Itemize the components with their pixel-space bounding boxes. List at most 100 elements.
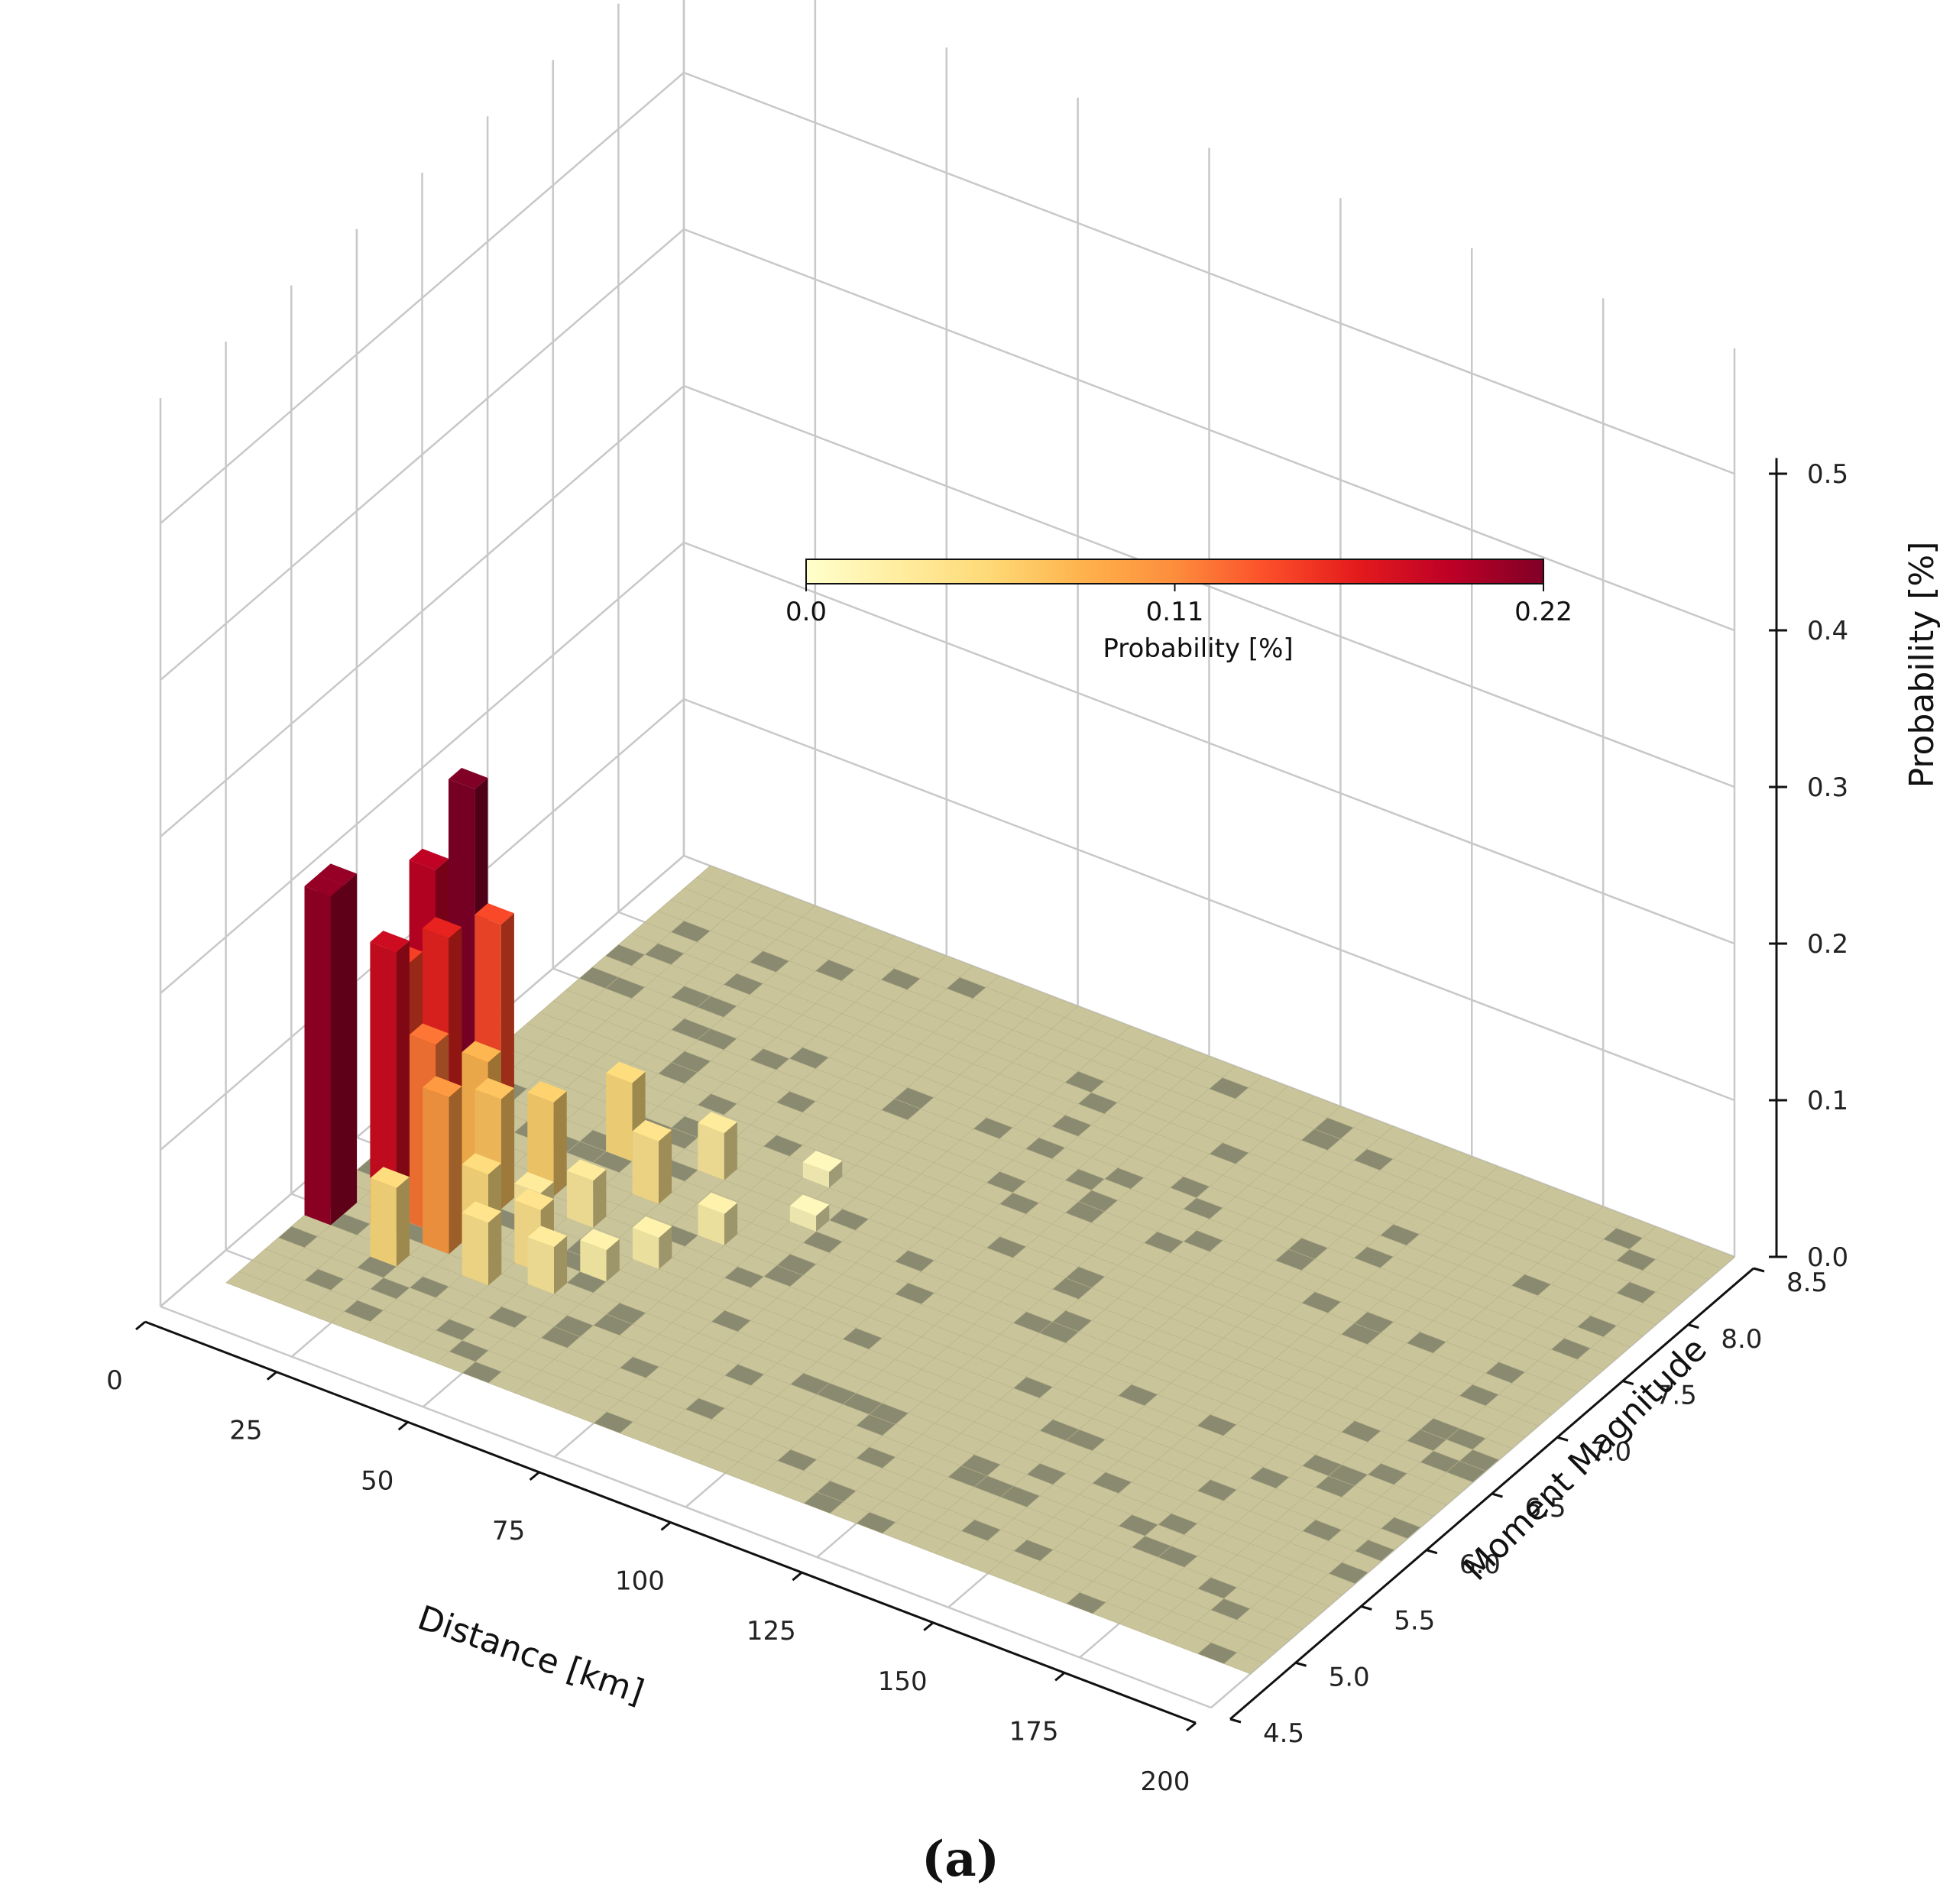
bar-side-face — [553, 1091, 567, 1196]
bar-front-face — [527, 1237, 554, 1294]
bar — [462, 1201, 502, 1286]
bar — [566, 1159, 607, 1228]
y-tick-mark — [1426, 1549, 1438, 1555]
bar-side-face — [488, 1211, 502, 1286]
z-tick-label: 0.5 — [1807, 459, 1848, 490]
bar-front-face — [370, 1178, 397, 1267]
figure-caption: (a) — [921, 1831, 999, 1888]
bar-top-face — [422, 917, 462, 938]
bar-side-face — [396, 941, 410, 1234]
grid-line — [160, 542, 685, 994]
colorbar-tick-label: 0.22 — [1514, 597, 1572, 627]
y-tick-mark — [1229, 1718, 1242, 1724]
x-tick-mark — [529, 1471, 540, 1481]
bar-top-face — [632, 1119, 672, 1141]
y-tick-mark — [1360, 1605, 1372, 1611]
bar-top-face — [514, 1171, 554, 1193]
bar-front-face — [698, 1123, 724, 1180]
z-axis-label: Probability [%] — [1903, 542, 1942, 788]
bar-top-face — [527, 1081, 567, 1103]
bar-top-face — [462, 1041, 501, 1063]
x-tick-mark — [266, 1371, 277, 1381]
bar-top-face — [789, 1194, 830, 1216]
bar-side-face — [724, 1122, 737, 1180]
bar-front-face — [527, 1092, 554, 1196]
grid-line — [683, 541, 1735, 945]
grid-line — [683, 71, 1735, 475]
grid-line — [683, 698, 1735, 1102]
bar — [698, 1193, 738, 1245]
colorbar-ticks: 0.0 0.11 0.22 — [785, 584, 1572, 627]
y-tick-mark — [1556, 1436, 1569, 1442]
bar — [632, 1216, 672, 1269]
bar — [527, 1226, 568, 1294]
y-tick-label: 8.0 — [1721, 1324, 1762, 1355]
bar-top-face — [606, 1061, 646, 1083]
bar-side-face — [593, 1169, 607, 1228]
z-tick-label: 0.3 — [1807, 772, 1848, 803]
z-tick-label: 0.1 — [1807, 1086, 1848, 1116]
x-tick-label: 75 — [492, 1516, 525, 1546]
x-tick-mark — [923, 1621, 934, 1631]
bar-top-face — [304, 875, 344, 896]
y-tick-label: 8.5 — [1786, 1268, 1828, 1298]
z-tick-label: 0.4 — [1807, 616, 1848, 646]
colorbar-label: Probability [%] — [1103, 633, 1293, 664]
bar-front-face — [566, 1171, 594, 1228]
colorbar-tick-label: 0.11 — [1146, 597, 1204, 627]
bar-front-face — [580, 1240, 607, 1282]
bar-side-face — [344, 873, 358, 1214]
y-tick-label: 7.0 — [1590, 1436, 1631, 1467]
bars-group — [304, 768, 843, 1294]
bar-front-face — [462, 1213, 489, 1286]
bar-front-face — [304, 886, 331, 1226]
bar-top-face — [423, 1076, 462, 1098]
bar-side-face — [449, 1086, 462, 1255]
bar — [580, 1229, 620, 1282]
x-tick-label: 25 — [229, 1416, 262, 1446]
y-tick-label: 6.0 — [1459, 1549, 1501, 1580]
bar-side-face — [606, 1239, 620, 1282]
bar-top-face — [370, 931, 410, 952]
bar-front-face — [632, 1227, 659, 1269]
y-tick-mark — [1491, 1492, 1503, 1498]
bar-side-face — [554, 1235, 568, 1294]
x-tick-label: 100 — [615, 1566, 665, 1597]
bar — [632, 1119, 672, 1204]
x-tick-mark — [397, 1421, 409, 1431]
bar-side-face — [659, 1226, 672, 1269]
bar-front-face — [789, 1206, 817, 1232]
y-tick-label: 5.5 — [1394, 1606, 1435, 1637]
x-tick-mark — [660, 1521, 672, 1531]
bar-top-face — [566, 1159, 607, 1181]
bar-top-face — [514, 1189, 554, 1210]
x-tick-label: 125 — [747, 1616, 796, 1647]
y-tick-label: 4.5 — [1263, 1718, 1304, 1749]
bar — [802, 1151, 843, 1188]
y-tick-label: 7.5 — [1656, 1381, 1697, 1411]
bar — [789, 1194, 830, 1232]
bar-top-face — [474, 903, 514, 924]
grid-line — [160, 1305, 1212, 1709]
bar — [370, 931, 410, 1234]
bar-top-face — [527, 1226, 568, 1248]
bar-top-face — [580, 1229, 620, 1251]
bar-top-face — [409, 848, 449, 870]
bar-top-face — [449, 768, 488, 789]
bar-top-face — [802, 1151, 843, 1172]
grid-line — [683, 228, 1735, 632]
x-axis-label: Distance [km] — [413, 1598, 649, 1712]
y-tick-mark — [1622, 1380, 1634, 1385]
grid-line — [160, 385, 685, 837]
bar — [304, 875, 344, 1226]
colorbar-tick-label: 0.0 — [785, 597, 827, 627]
bar-top-face — [409, 1023, 449, 1045]
bar-side-face — [501, 1088, 515, 1209]
grid-line — [160, 228, 685, 681]
colorbar-gradient — [805, 559, 1544, 584]
bar-side-face — [659, 1130, 672, 1204]
bar — [423, 1076, 462, 1255]
bar-top-face — [698, 1193, 738, 1214]
bar-top-face — [462, 1153, 502, 1175]
